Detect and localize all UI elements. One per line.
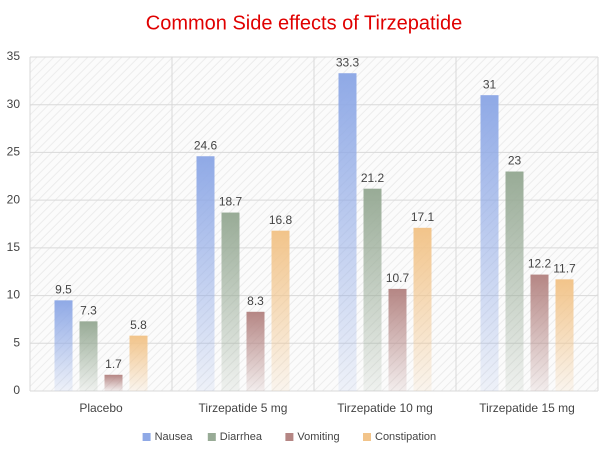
x-tick-label: Tirzepatide 15 mg (479, 401, 575, 415)
y-tick-label: 0 (13, 383, 20, 397)
y-tick-label: 25 (7, 145, 21, 159)
value-label: 5.8 (130, 318, 147, 332)
y-tick-label: 35 (7, 49, 21, 63)
legend-label: Diarrhea (220, 431, 263, 443)
bar (338, 73, 357, 392)
bar (196, 156, 215, 391)
value-label: 24.6 (194, 138, 218, 152)
legend-swatch (207, 433, 216, 441)
value-label: 12.2 (528, 257, 552, 271)
y-tick-label: 5 (13, 335, 20, 349)
bar (530, 274, 549, 391)
bar (480, 95, 499, 392)
value-label: 16.8 (269, 213, 293, 227)
bar (129, 335, 148, 391)
bar (54, 300, 73, 391)
value-label: 18.7 (219, 195, 243, 209)
bar (363, 188, 382, 391)
legend-label: Vomiting (297, 431, 339, 443)
bar (246, 311, 265, 391)
y-tick-label: 20 (7, 192, 21, 206)
value-label: 21.2 (361, 171, 385, 185)
value-label: 9.5 (55, 283, 72, 297)
bar (388, 288, 407, 391)
value-label: 8.3 (247, 294, 264, 308)
bar (505, 171, 524, 391)
bar (79, 321, 98, 391)
value-label: 1.7 (105, 357, 122, 371)
legend-swatch (142, 433, 151, 441)
bar (271, 230, 290, 391)
value-label: 11.7 (553, 262, 576, 276)
bar (555, 279, 574, 391)
bar (104, 374, 123, 391)
value-label: 23 (508, 154, 522, 168)
y-tick-label: 30 (7, 97, 21, 111)
bar (221, 212, 240, 391)
value-label: 31 (483, 77, 497, 91)
value-label: 33.3 (336, 55, 360, 69)
y-tick-label: 10 (7, 288, 21, 302)
legend-label: Nausea (155, 431, 194, 443)
y-tick-label: 15 (7, 240, 21, 254)
legend-swatch (363, 433, 371, 441)
value-label: 10.7 (386, 271, 410, 285)
x-tick-label: Placebo (79, 401, 123, 415)
legend-label: Constipation (375, 431, 436, 443)
legend-swatch (285, 433, 294, 441)
x-tick-label: Tirzepatide 10 mg (337, 401, 433, 415)
value-label: 17.1 (411, 210, 435, 224)
chart-title: Common Side effects of Tirzepatide (146, 12, 462, 34)
value-label: 7.3 (80, 304, 97, 318)
bar (413, 227, 432, 391)
x-tick-label: Tirzepatide 5 mg (199, 401, 288, 415)
